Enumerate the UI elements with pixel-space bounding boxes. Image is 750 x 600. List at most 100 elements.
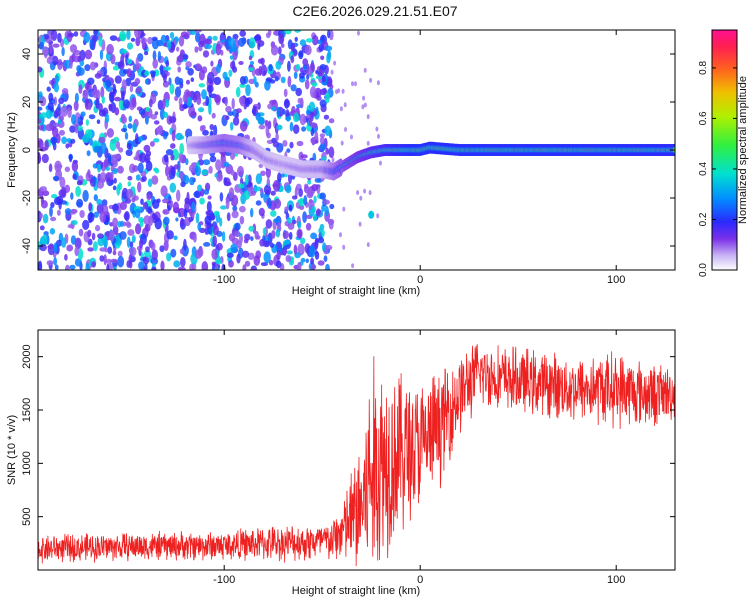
noise-speckle — [122, 49, 128, 54]
noise-speckle — [157, 99, 164, 111]
noise-speckle — [71, 220, 78, 226]
noise-speckle — [308, 68, 313, 77]
noise-speckle — [377, 133, 380, 139]
noise-speckle — [267, 120, 272, 130]
noise-speckle — [282, 249, 288, 254]
noise-speckle — [235, 112, 239, 119]
noise-speckle — [105, 166, 111, 171]
noise-speckle — [226, 252, 234, 258]
noise-speckle — [333, 60, 337, 66]
noise-speckle — [201, 261, 209, 270]
noise-speckle — [151, 38, 159, 50]
noise-speckle — [78, 84, 83, 94]
noise-speckle — [305, 258, 309, 264]
noise-speckle — [178, 35, 185, 47]
noise-speckle — [104, 113, 110, 124]
noise-speckle — [211, 112, 216, 119]
noise-speckle — [179, 248, 184, 255]
noise-speckle — [180, 257, 186, 268]
noise-speckle — [42, 213, 49, 224]
noise-speckle — [236, 253, 241, 264]
noise-speckle — [224, 181, 232, 186]
noise-speckle — [324, 125, 332, 137]
noise-speckle — [93, 211, 99, 218]
noise-speckle — [113, 96, 122, 102]
noise-speckle — [103, 158, 109, 168]
noise-speckle — [268, 30, 272, 37]
noise-speckle — [300, 237, 306, 245]
noise-speckle — [126, 142, 132, 150]
noise-speckle — [148, 215, 154, 227]
noise-speckle — [242, 264, 247, 270]
noise-speckle — [362, 95, 366, 101]
noise-speckle — [318, 44, 325, 52]
noise-speckle — [54, 160, 62, 173]
noise-speckle — [127, 58, 133, 65]
noise-speckle — [284, 206, 289, 212]
noise-speckle — [235, 86, 241, 98]
noise-speckle — [49, 206, 53, 218]
noise-speckle — [238, 37, 246, 48]
noise-speckle — [92, 163, 98, 169]
snr-panel: -100 0 100 500 1000 1500 2000 Height of straig… — [6, 329, 676, 597]
noise-speckle — [294, 186, 298, 199]
noise-speckle — [300, 257, 306, 263]
noise-speckle — [128, 254, 133, 265]
noise-speckle — [93, 145, 100, 153]
noise-speckle — [87, 77, 95, 85]
noise-speckle — [197, 222, 201, 231]
noise-speckle — [135, 174, 141, 181]
noise-speckle — [215, 259, 222, 265]
noise-speckle — [97, 163, 101, 173]
noise-speckle — [299, 113, 307, 126]
noise-speckle — [308, 115, 313, 127]
noise-speckle — [229, 55, 234, 60]
noise-speckle — [46, 86, 51, 92]
noise-speckle — [159, 64, 164, 76]
noise-speckle — [74, 258, 82, 267]
noise-speckle — [45, 109, 52, 120]
noise-speckle — [61, 46, 65, 57]
noise-speckle — [129, 84, 134, 93]
noise-speckle — [58, 97, 65, 105]
noise-speckle — [323, 114, 330, 120]
noise-speckle — [178, 171, 185, 178]
noise-speckle — [118, 182, 123, 191]
noise-speckle — [237, 165, 244, 177]
noise-speckle — [288, 231, 293, 240]
noise-speckle — [341, 88, 345, 94]
noise-speckle — [239, 30, 246, 37]
noise-speckle — [208, 86, 212, 98]
noise-speckle — [190, 77, 195, 82]
noise-speckle — [280, 173, 285, 178]
noise-speckle — [239, 215, 245, 225]
noise-speckle — [82, 219, 90, 230]
snr-xlabel: Height of straight line (km) — [292, 585, 420, 597]
noise-speckle — [230, 121, 234, 131]
noise-speckle — [77, 55, 82, 63]
spectrogram-ylabel: Frequency (Hz) — [6, 112, 18, 188]
noise-speckle — [76, 198, 84, 208]
noise-speckle — [328, 118, 335, 124]
noise-speckle — [319, 223, 325, 230]
noise-speckle — [276, 142, 284, 153]
noise-speckle — [267, 103, 273, 110]
noise-speckle — [201, 124, 206, 131]
noise-speckle — [53, 96, 57, 106]
noise-speckle — [216, 242, 223, 251]
noise-speckle — [198, 69, 205, 81]
noise-speckle — [53, 242, 58, 254]
noise-speckle — [258, 207, 265, 217]
noise-speckle — [135, 86, 142, 94]
noise-speckle — [112, 225, 119, 236]
x-tick-label: -100 — [213, 574, 235, 586]
noise-speckle — [57, 118, 62, 125]
noise-speckle — [145, 150, 152, 157]
noise-speckle — [276, 124, 283, 131]
noise-speckle — [286, 217, 292, 224]
spectrogram-axes: -100 0 100 -40 -20 0 20 40 — [21, 30, 675, 286]
noise-speckle — [120, 201, 127, 210]
noise-speckle — [39, 225, 45, 231]
noise-speckle — [298, 197, 305, 207]
noise-speckle — [99, 210, 107, 223]
